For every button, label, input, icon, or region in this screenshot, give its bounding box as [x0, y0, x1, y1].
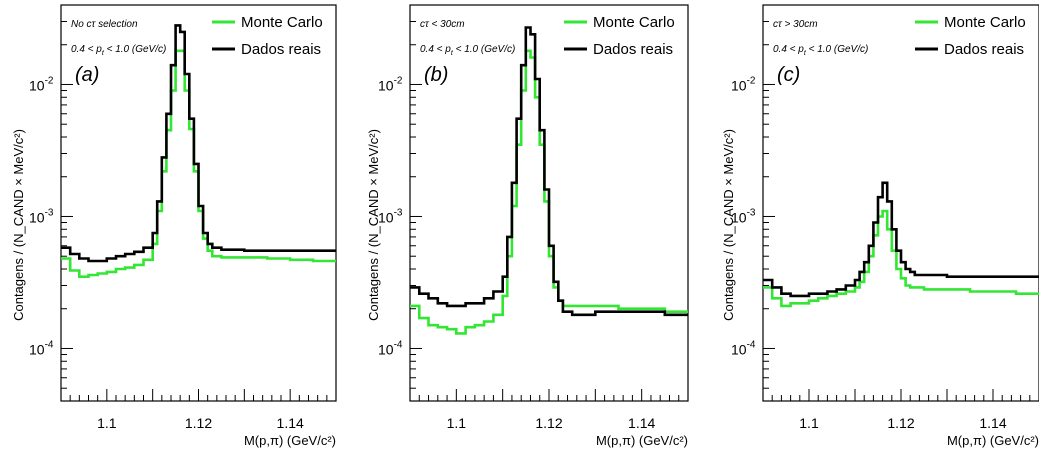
plot-frame	[762, 4, 1039, 402]
x-tick-label: 1.14	[979, 415, 1006, 431]
y-tick-label: 10-4	[378, 339, 403, 357]
x-tick-label: 1.1	[799, 415, 819, 431]
x-tick-label: 1.14	[277, 415, 304, 431]
x-tick-label: 1.1	[447, 415, 467, 431]
selection-annotation: No cτ selection	[71, 19, 138, 30]
legend-entry: Dados reais	[593, 41, 673, 58]
series-line-dados-reais	[763, 181, 1039, 298]
y-tick-label: 10-3	[29, 207, 54, 225]
pt-range-annotation: 0.4 < pt < 1.0 (GeV/c)	[420, 44, 515, 57]
x-axis-label: M(p,π) (GeV/c²)	[244, 433, 336, 448]
legend-entry: Monte Carlo	[593, 14, 675, 31]
y-tick-label: 10-3	[731, 207, 756, 225]
chart-panel-b: 1.1 1.12 1.14 10-2 10-3 10-4 M(p,π) (GeV/c²) Co…	[366, 4, 689, 448]
y-tick-label: 10-3	[378, 207, 403, 225]
x-tick-label: 1.12	[535, 415, 562, 431]
y-axis-label: Contagens / (N_CAND × MeV/c²)	[721, 129, 736, 321]
x-tick-label: 1.1	[97, 415, 117, 431]
selection-annotation: cτ < 30cm	[420, 19, 465, 30]
panel-label: (a)	[75, 64, 99, 86]
series-line-dados-reais	[61, 24, 336, 263]
pt-range-annotation: 0.4 < pt < 1.0 (GeV/c)	[71, 44, 166, 57]
chart-panel-a: 1.1 1.12 1.14 10-2 10-3 10-4 M(p,π) (GeV/c²) Co…	[11, 4, 337, 448]
x-tick-label: 1.12	[887, 415, 914, 431]
y-tick-label: 10-2	[29, 75, 54, 93]
legend-entry: Monte Carlo	[944, 14, 1026, 31]
selection-annotation: cτ > 30cm	[773, 19, 818, 30]
chart-panel-c: 1.1 1.12 1.14 10-2 10-3 10-4 M(p,π) (GeV/c²) Co…	[721, 4, 1039, 448]
y-axis-label: Contagens / (N_CAND × MeV/c²)	[366, 129, 381, 321]
series-line-dados-reais	[410, 26, 688, 317]
x-axis-label: M(p,π) (GeV/c²)	[947, 433, 1039, 448]
x-axis-label: M(p,π) (GeV/c²)	[596, 433, 688, 448]
y-axis-label: Contagens / (N_CAND × MeV/c²)	[11, 129, 26, 321]
legend-entry: Monte Carlo	[241, 14, 323, 31]
panel-label: (c)	[777, 64, 800, 86]
legend-entry: Dados reais	[241, 41, 321, 58]
pt-range-annotation: 0.4 < pt < 1.0 (GeV/c)	[773, 44, 868, 57]
y-tick-label: 10-4	[29, 339, 54, 357]
x-tick-label: 1.12	[185, 415, 212, 431]
y-tick-label: 10-4	[731, 339, 756, 357]
y-tick-label: 10-2	[731, 75, 756, 93]
panel-label: (b)	[424, 64, 448, 86]
x-tick-label: 1.14	[628, 415, 655, 431]
y-tick-label: 10-2	[378, 75, 403, 93]
legend-entry: Dados reais	[944, 41, 1024, 58]
